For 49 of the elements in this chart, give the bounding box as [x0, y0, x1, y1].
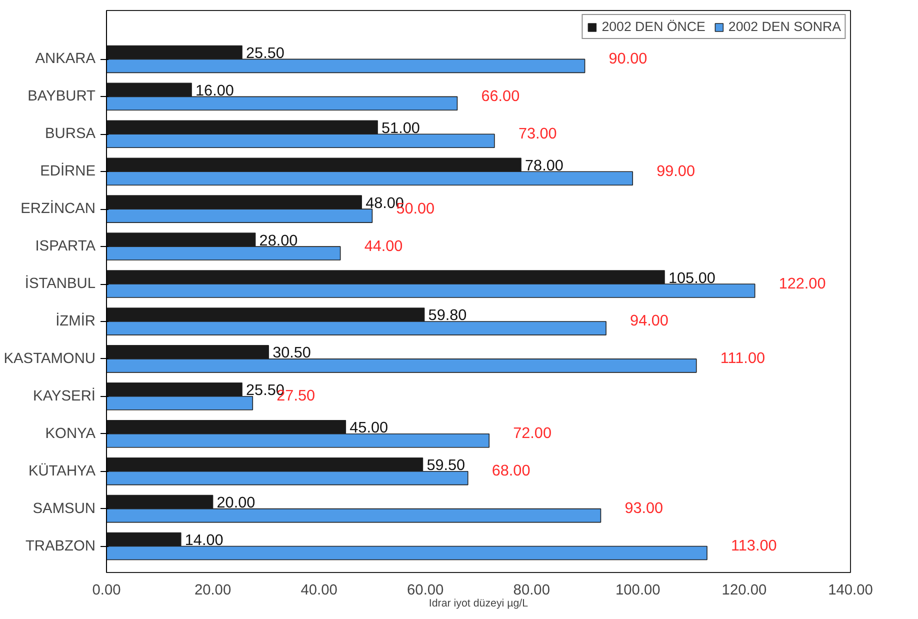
x-tick-label: 40.00 [300, 582, 338, 598]
x-axis-title: Idrar iyot düzeyi µg/L [428, 598, 528, 610]
data-label: 113.00 [731, 538, 777, 555]
legend-label: 2002 DEN SONRA [728, 19, 841, 34]
data-label: 51.00 [382, 120, 420, 137]
data-label: 68.00 [492, 462, 530, 480]
y-tick-label: KONYA [45, 426, 96, 442]
y-tick-label: KÜTAHYA [28, 462, 96, 480]
data-label: 78.00 [525, 157, 564, 174]
x-tick-label: 140.00 [828, 582, 873, 598]
y-tick-label: ANKARA [35, 51, 96, 68]
y-tick-label: BURSA [45, 126, 96, 142]
data-label: 30.50 [272, 344, 311, 362]
data-label: 28.00 [259, 232, 298, 250]
data-label: 73.00 [518, 125, 557, 142]
x-tick-label: 20.00 [194, 582, 232, 598]
data-label: 16.00 [196, 82, 234, 100]
data-label: 20.00 [216, 494, 256, 512]
data-label: 111.00 [720, 350, 765, 368]
x-tick-label: 80.00 [513, 582, 550, 598]
data-label: 25.50 [246, 44, 284, 62]
data-label: 93.00 [624, 500, 664, 518]
y-tick-label: KAYSERİ [33, 387, 96, 404]
y-tick-label: ISPARTA [35, 238, 96, 255]
x-tick-label: 120.00 [722, 582, 767, 598]
data-label: 94.00 [630, 312, 668, 330]
y-tick-label: SAMSUN [32, 500, 96, 517]
data-label: 45.00 [350, 420, 388, 437]
x-tick-label: 100.00 [616, 582, 660, 598]
data-label: 59.50 [426, 457, 466, 474]
y-tick-label: İZMİR [56, 312, 96, 330]
y-tick-label: İSTANBUL [24, 275, 96, 292]
data-label: 99.00 [656, 162, 695, 180]
legend-label: 2002 DEN ÖNCE [602, 19, 706, 34]
x-tick-label: 60.00 [407, 582, 444, 598]
y-tick-label: EDİRNE [40, 162, 96, 180]
y-tick-label: ERZİNCAN [20, 200, 96, 218]
data-label: 44.00 [364, 238, 403, 255]
data-label: 59.80 [428, 307, 467, 324]
data-label: 66.00 [481, 88, 520, 105]
data-label: 72.00 [513, 425, 552, 442]
data-label: 105.00 [668, 270, 716, 287]
data-label: 14.00 [184, 532, 224, 550]
y-tick-label: TRABZON [25, 538, 96, 554]
data-label: 90.00 [608, 50, 648, 68]
x-tick-label: 0.00 [92, 582, 121, 598]
data-label: 122.00 [778, 275, 826, 292]
y-tick-label: BAYBURT [28, 88, 96, 105]
y-tick-label: KASTAMONU [4, 350, 96, 367]
